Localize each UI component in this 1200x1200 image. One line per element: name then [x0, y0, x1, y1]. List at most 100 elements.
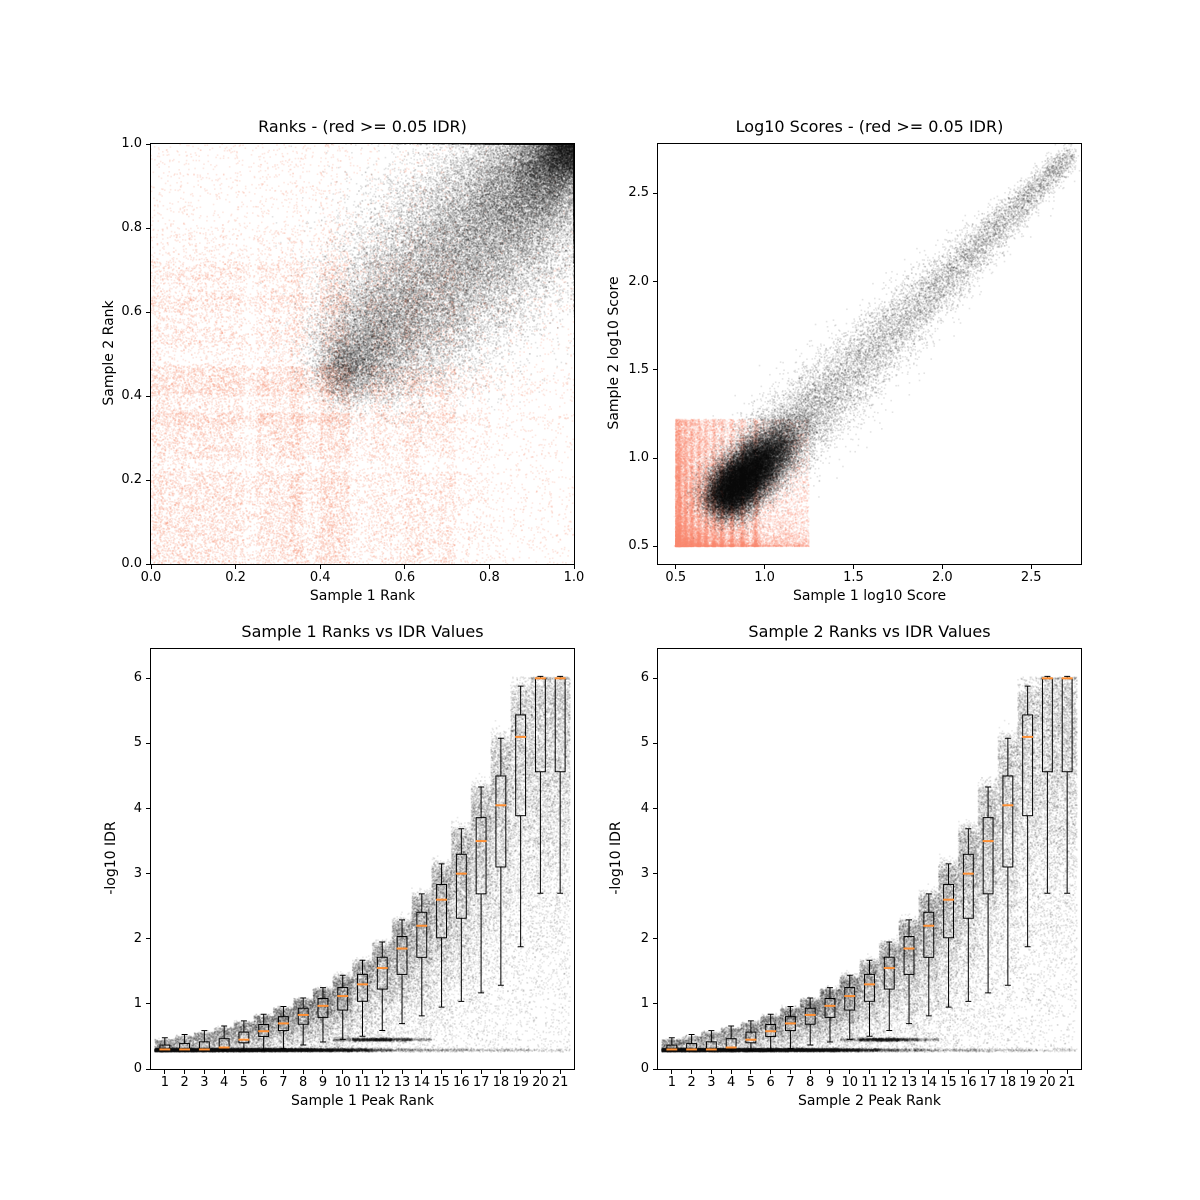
x-tick-mark: [888, 1070, 890, 1074]
idr-sample1-plot-axes: [150, 648, 575, 1070]
y-tick-label: 4: [640, 800, 649, 816]
x-tick-mark: [319, 565, 321, 569]
x-tick-label: 6: [259, 1075, 268, 1090]
x-tick-mark: [460, 1070, 462, 1074]
y-tick-label: 1.0: [121, 136, 142, 151]
y-tick-label: 1: [640, 995, 649, 1011]
x-tick-mark: [849, 1070, 851, 1074]
x-tick-mark: [869, 1070, 870, 1074]
x-tick-mark: [539, 1070, 541, 1074]
x-tick-label: 0.5: [665, 570, 687, 585]
x-tick-mark: [853, 565, 854, 569]
y-tick-mark: [653, 742, 657, 744]
x-tick-mark: [401, 1070, 403, 1074]
x-tick-label: 7: [279, 1075, 288, 1090]
x-tick-label: 2.0: [932, 570, 953, 585]
y-tick-mark: [653, 873, 657, 875]
x-tick-label: 1.0: [754, 570, 775, 585]
y-tick-label: 6: [640, 670, 649, 686]
x-tick-label: 6: [766, 1075, 775, 1090]
y-tick-label: 5: [640, 735, 649, 751]
y-tick-label: 0: [640, 1061, 649, 1076]
y-tick-mark: [653, 938, 657, 940]
x-tick-label: 15: [433, 1075, 450, 1090]
x-tick-label: 1: [160, 1075, 169, 1090]
x-tick-label: 0.0: [140, 570, 162, 585]
y-tick-label: 2.5: [628, 185, 649, 201]
x-tick-mark: [789, 1070, 791, 1074]
y-tick-label: 0.6: [121, 304, 142, 319]
ranks-plot-axes: [150, 143, 575, 565]
x-tick-label: 0.4: [309, 570, 331, 585]
y-tick-mark: [653, 808, 657, 810]
x-tick-mark: [770, 1070, 772, 1074]
x-tick-mark: [967, 1070, 969, 1074]
y-tick-label: 0.8: [121, 220, 142, 235]
x-tick-mark: [263, 1070, 265, 1074]
x-tick-mark: [730, 1070, 732, 1074]
x-tick-label: 19: [1019, 1075, 1036, 1090]
x-tick-mark: [573, 565, 575, 569]
x-tick-label: 20: [532, 1075, 549, 1090]
x-tick-label: 18: [492, 1075, 510, 1090]
x-tick-label: 10: [334, 1075, 351, 1090]
x-tick-label: 9: [825, 1075, 835, 1090]
y-tick-label: 1.0: [628, 450, 649, 466]
y-tick-mark: [653, 677, 657, 679]
x-tick-mark: [404, 565, 406, 569]
x-tick-label: 1.0: [563, 570, 585, 585]
x-tick-mark: [184, 1070, 186, 1074]
y-tick-label: 5: [133, 735, 142, 751]
x-tick-label: 5: [239, 1075, 249, 1090]
x-tick-mark: [520, 1070, 522, 1074]
x-tick-mark: [342, 1070, 344, 1074]
x-tick-label: 4: [726, 1075, 736, 1090]
idr-sample2-plot-axes: [657, 648, 1082, 1070]
x-tick-label: 18: [999, 1075, 1017, 1090]
idr-sample1-scatter-canvas: [151, 649, 574, 1069]
x-tick-mark: [928, 1070, 930, 1074]
x-tick-mark: [675, 565, 677, 569]
x-tick-label: 4: [219, 1075, 229, 1090]
x-tick-mark: [941, 565, 943, 569]
x-tick-label: 8: [299, 1075, 308, 1090]
y-tick-mark: [653, 192, 657, 194]
x-tick-label: 16: [960, 1075, 977, 1090]
x-tick-label: 19: [512, 1075, 529, 1090]
y-tick-mark: [146, 1003, 150, 1005]
x-tick-mark: [243, 1070, 245, 1074]
y-tick-label: 0.4: [121, 388, 142, 403]
x-tick-mark: [948, 1070, 950, 1074]
y-tick-mark: [146, 938, 150, 940]
x-tick-mark: [908, 1070, 910, 1074]
x-tick-label: 12: [373, 1075, 391, 1090]
y-tick-mark: [653, 281, 657, 283]
x-tick-label: 16: [453, 1075, 470, 1090]
idr-sample2-plot-ylabel: -log10 IDR: [608, 821, 624, 895]
scores-plot-axes: [657, 143, 1082, 565]
x-tick-mark: [987, 1070, 989, 1074]
ranks-plot-ylabel: Sample 2 Rank: [101, 300, 117, 406]
x-tick-label: 2.5: [1020, 570, 1042, 585]
idr-sample2-plot-xlabel: Sample 2 Peak Rank: [798, 1093, 941, 1109]
y-tick-mark: [653, 1068, 657, 1070]
x-tick-mark: [764, 565, 766, 569]
x-tick-mark: [381, 1070, 383, 1074]
idr-sample1-plot-ylabel: -log10 IDR: [103, 821, 119, 895]
x-tick-label: 11: [354, 1075, 371, 1090]
ranks-plot-title: Ranks - (red >= 0.05 IDR): [258, 117, 467, 136]
x-tick-label: 0.2: [225, 570, 246, 585]
scores-plot-title: Log10 Scores - (red >= 0.05 IDR): [735, 117, 1004, 136]
x-tick-label: 11: [861, 1075, 878, 1090]
y-tick-mark: [146, 808, 150, 810]
x-tick-label: 14: [413, 1075, 431, 1090]
x-tick-mark: [1030, 565, 1032, 569]
x-tick-label: 2: [180, 1075, 189, 1090]
y-tick-mark: [653, 1003, 657, 1005]
x-tick-mark: [164, 1070, 166, 1074]
x-tick-label: 0.6: [394, 570, 416, 585]
x-tick-label: 20: [1039, 1075, 1056, 1090]
x-tick-mark: [421, 1070, 423, 1074]
x-tick-label: 21: [1058, 1075, 1076, 1090]
idr-sample1-plot-xlabel: Sample 1 Peak Rank: [291, 1093, 434, 1109]
